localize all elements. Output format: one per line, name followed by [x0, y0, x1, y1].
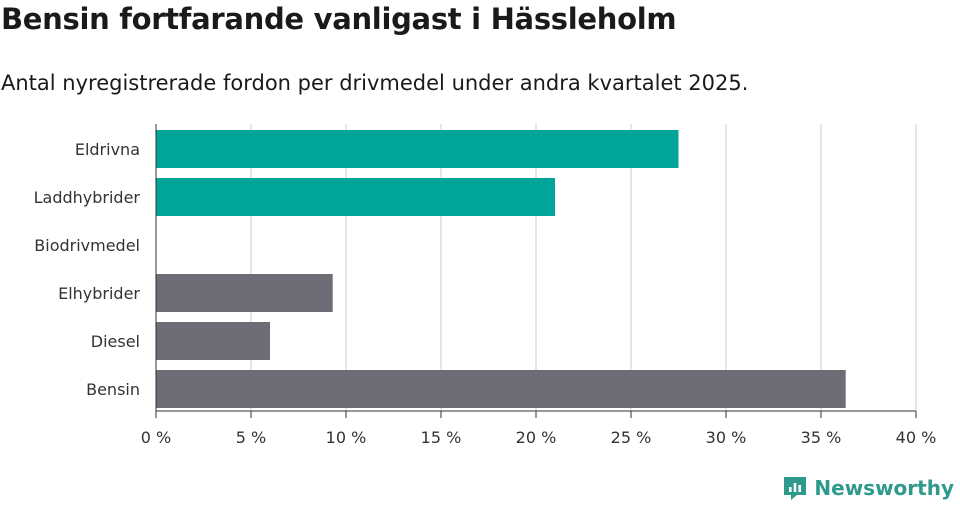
brand: Newsworthy: [782, 475, 954, 501]
category-label: Diesel: [91, 332, 140, 351]
category-label: Elhybrider: [58, 284, 140, 303]
category-label: Eldrivna: [75, 140, 140, 159]
x-tick-label: 15 %: [421, 428, 462, 447]
x-tick-label: 30 %: [706, 428, 747, 447]
chart-subtitle: Antal nyregistrerade fordon per drivmede…: [1, 71, 749, 95]
bar-eldrivna: [156, 130, 679, 168]
bar-bensin: [156, 370, 846, 408]
x-tick-label: 20 %: [516, 428, 557, 447]
x-tick-label: 0 %: [141, 428, 171, 447]
category-label: Biodrivmedel: [34, 236, 140, 255]
chart-title: Bensin fortfarande vanligast i Hässlehol…: [1, 2, 677, 36]
x-tick-label: 5 %: [236, 428, 266, 447]
x-tick-label: 35 %: [801, 428, 842, 447]
x-tick-label: 40 %: [896, 428, 937, 447]
x-tick-label: 10 %: [326, 428, 367, 447]
x-tick-label: 25 %: [611, 428, 652, 447]
brand-name: Newsworthy: [814, 476, 954, 500]
category-label: Bensin: [86, 380, 140, 399]
bar-diesel: [156, 322, 270, 360]
bar-laddhybrider: [156, 178, 555, 216]
newsworthy-logo-icon: [784, 477, 807, 500]
bar-elhybrider: [156, 274, 333, 312]
category-label: Laddhybrider: [34, 188, 141, 207]
